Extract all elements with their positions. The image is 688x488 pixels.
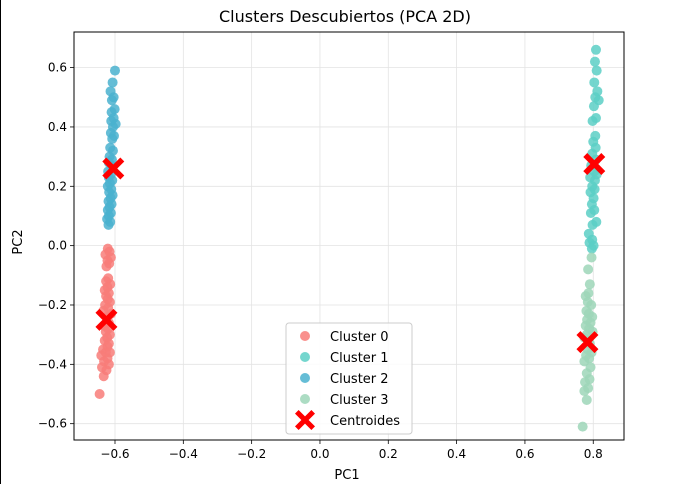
cluster-2-point [109, 65, 120, 76]
cluster-1-point [589, 56, 600, 67]
cluster-3-point [579, 356, 590, 367]
cluster-0-point [98, 371, 109, 382]
cluster-0-point [94, 389, 105, 400]
legend-centroid-marker [295, 410, 315, 430]
cluster-1-point [587, 116, 598, 127]
centroid-marker [95, 308, 118, 331]
window-left-edge [0, 0, 1, 484]
x-tick-label: 0.8 [584, 447, 603, 461]
y-axis-ticks: −0.6 −0.4 −0.2 0.0 0.2 0.4 0.6 [38, 61, 74, 431]
plot-area-frame [73, 31, 625, 441]
legend-box [285, 322, 413, 435]
legend-cluster-marker [300, 394, 310, 404]
legend-label: Cluster 1 [330, 351, 389, 366]
x-tick-label: 0.4 [447, 447, 466, 461]
x-tick-label: 0.0 [310, 447, 329, 461]
grid-lines [74, 32, 624, 440]
x-tick-label: 0.6 [515, 447, 534, 461]
y-tick-label: 0.6 [48, 61, 67, 75]
y-tick-label: −0.6 [38, 417, 67, 431]
x-tick-label: −0.4 [169, 447, 198, 461]
legend-label: Cluster 2 [330, 372, 389, 387]
cluster-3-point [581, 394, 592, 405]
cluster-3-point [583, 264, 594, 275]
legend-label: Cluster 3 [330, 393, 389, 408]
y-tick-label: 0.4 [48, 120, 67, 134]
cluster-2-point [106, 95, 117, 106]
centroid-markers [95, 153, 606, 354]
legend: Cluster 0 Cluster 1 Cluster 2 Cluster 3 Cent… [285, 322, 413, 435]
legend-cluster-marker [300, 352, 310, 362]
cluster-1-point [588, 240, 599, 251]
data-points [94, 44, 604, 432]
cluster-3-point [584, 279, 595, 290]
centroid-marker [583, 153, 606, 176]
legend-cluster-marker [300, 373, 310, 383]
cluster-2-point [107, 77, 118, 88]
legend-label: Cluster 0 [330, 330, 389, 345]
y-tick-label: 0.0 [48, 239, 67, 253]
x-tick-label: −0.2 [237, 447, 266, 461]
legend-label: Centroides [330, 414, 400, 429]
cluster-2-point [107, 133, 118, 144]
cluster-1-point [591, 65, 602, 76]
cluster-1-point [589, 77, 600, 88]
legend-cluster-marker [300, 331, 310, 341]
cluster-1-point [588, 101, 599, 112]
x-axis-label: PC1 [334, 468, 359, 483]
y-tick-label: 0.2 [48, 179, 67, 193]
x-axis-ticks: −0.6 −0.4 −0.2 0.0 0.2 0.4 0.6 0.8 [100, 440, 603, 461]
chart-title: Clusters Descubiertos (PCA 2D) [219, 7, 471, 26]
cluster-1-point [590, 44, 601, 55]
cluster-1-point [585, 208, 596, 219]
y-axis-label: PC2 [11, 229, 26, 254]
cluster-0-point [101, 261, 112, 272]
y-tick-label: −0.2 [38, 298, 67, 312]
cluster-3-point [579, 386, 590, 397]
cluster-1-point [587, 219, 598, 230]
x-tick-label: 0.2 [379, 447, 398, 461]
cluster-3-point [586, 252, 597, 263]
centroid-marker [576, 331, 599, 354]
cluster-3-point [577, 421, 588, 432]
x-tick-label: −0.6 [100, 447, 129, 461]
cluster-2-point [103, 219, 114, 230]
y-tick-label: −0.4 [38, 357, 67, 371]
centroid-marker [102, 157, 125, 180]
